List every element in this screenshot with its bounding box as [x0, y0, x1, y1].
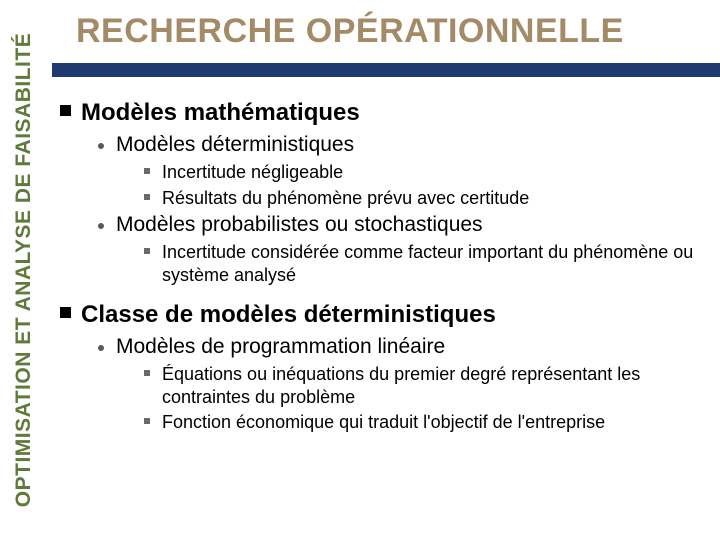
- list-item-text: Modèles de programmation linéaire: [116, 335, 445, 359]
- section-heading-text: Classe de modèles déterministiques: [81, 301, 496, 329]
- page-title: RECHERCHE OPÉRATIONNELLE: [76, 12, 712, 51]
- side-label-text: OPTIMISATION ET ANALYSE DE FAISABILITÉ: [12, 33, 36, 507]
- content-area: Modèles mathématiques Modèles déterminis…: [52, 89, 720, 434]
- square-bullet-icon: [60, 307, 71, 318]
- small-square-bullet-icon: [144, 370, 150, 376]
- list-item: Modèles probabilistes ou stochastiques: [98, 213, 706, 237]
- dot-bullet-icon: [98, 223, 104, 229]
- title-wrap: RECHERCHE OPÉRATIONNELLE: [52, 0, 720, 57]
- title-underline-bar: [52, 63, 720, 77]
- list-item: Modèles de programmation linéaire: [98, 335, 706, 359]
- small-square-bullet-icon: [144, 168, 150, 174]
- small-square-bullet-icon: [144, 418, 150, 424]
- list-item-text: Modèles probabilistes ou stochastiques: [116, 213, 483, 237]
- sublist-item: Équations ou inéquations du premier degr…: [144, 363, 706, 408]
- sublist-item: Fonction économique qui traduit l'object…: [144, 411, 706, 434]
- sublist-item: Incertitude considérée comme facteur imp…: [144, 241, 706, 286]
- dot-bullet-icon: [98, 345, 104, 351]
- sublist-item-text: Incertitude considérée comme facteur imp…: [162, 241, 706, 286]
- sublist-item-text: Incertitude négligeable: [162, 161, 349, 184]
- sublist-item: Résultats du phénomène prévu avec certit…: [144, 187, 706, 210]
- square-bullet-icon: [60, 105, 71, 116]
- list-item: Modèles déterministiques: [98, 133, 706, 157]
- dot-bullet-icon: [98, 143, 104, 149]
- section-heading: Classe de modèles déterministiques: [60, 301, 706, 329]
- main-panel: RECHERCHE OPÉRATIONNELLE Modèles mathéma…: [52, 0, 720, 540]
- side-label-strip: OPTIMISATION ET ANALYSE DE FAISABILITÉ: [0, 0, 48, 540]
- small-square-bullet-icon: [144, 194, 150, 200]
- list-item-text: Modèles déterministiques: [116, 133, 354, 157]
- section-heading-text: Modèles mathématiques: [81, 99, 360, 127]
- sublist-item-text: Résultats du phénomène prévu avec certit…: [162, 187, 535, 210]
- spacer: [60, 289, 706, 295]
- sublist-item-text: Équations ou inéquations du premier degr…: [162, 363, 706, 408]
- sublist-item-text: Fonction économique qui traduit l'object…: [162, 411, 611, 434]
- section-heading: Modèles mathématiques: [60, 99, 706, 127]
- sublist-item: Incertitude négligeable: [144, 161, 706, 184]
- small-square-bullet-icon: [144, 248, 150, 254]
